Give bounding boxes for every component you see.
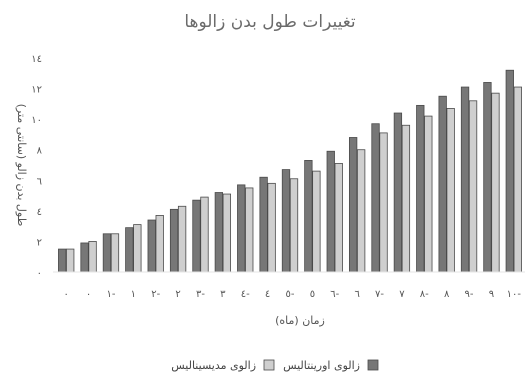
- bar-series-2: [468, 100, 478, 273]
- x-tick-label: ٥: [310, 289, 315, 300]
- bar-series-1: [371, 123, 380, 273]
- bar-series-1: [393, 112, 403, 273]
- bar-series-2: [245, 187, 254, 273]
- bar-series-2: [200, 196, 209, 273]
- bar-series-1: [483, 82, 492, 273]
- bar-series-1: [102, 233, 112, 273]
- bar-series-2: [222, 193, 232, 273]
- bar-series-1: [348, 137, 358, 273]
- legend-swatch-series-1: [367, 359, 379, 371]
- y-tick-label: ١٠: [31, 115, 42, 126]
- bar-series-1: [281, 169, 291, 273]
- bar-series-1: [326, 150, 335, 273]
- x-tick-label: ٩: [489, 289, 494, 300]
- legend-swatch-series-2: [263, 359, 275, 371]
- bar-series-2: [155, 215, 164, 273]
- bar-series-2: [133, 224, 142, 273]
- y-tick-label: ٠: [37, 268, 42, 279]
- bar-series-1: [237, 184, 246, 273]
- bar-series-2: [66, 248, 75, 273]
- x-tick-label: ٥-: [286, 289, 295, 300]
- bar-series-2: [491, 92, 500, 273]
- bar-series-1: [460, 86, 470, 273]
- x-tick-label: ١-: [106, 289, 115, 300]
- bar-series-1: [125, 227, 134, 273]
- x-tick-label: ٤-: [241, 289, 250, 300]
- x-axis-ticks: ٠ ٠ ١- ١ ٢- ٢ ٣- ٣ ٤- ٤ ٥- ٥ ٦- ٦ ٧- ٧ ٨- ٨ ٩- ٩ ١٠-: [64, 289, 522, 300]
- bar-series-2: [424, 115, 433, 273]
- y-tick-label: ٤: [37, 207, 42, 218]
- bar-series-1: [80, 242, 89, 273]
- x-tick-label: ١٠-: [507, 289, 522, 300]
- x-tick-label: ٤: [265, 289, 270, 300]
- bar-series-2: [312, 170, 321, 273]
- bar-series-2: [289, 178, 299, 273]
- legend-label-series-2: زالوی مدیسینالیس: [171, 359, 256, 372]
- bar-series-2: [267, 182, 276, 273]
- x-tick-label: ٢-: [151, 289, 160, 300]
- x-tick-label: ٧-: [375, 289, 384, 300]
- x-tick-label: ٦: [354, 289, 359, 300]
- bar-series-1: [304, 160, 313, 273]
- bar-series-1: [169, 208, 179, 273]
- chart-title: تغییرات طول بدن زالوها: [184, 12, 356, 32]
- y-axis-label: طول بدن زالو (سانتی متر): [15, 104, 28, 227]
- bar-series-2: [88, 241, 97, 273]
- bar-series-1: [147, 219, 156, 273]
- bar-series-2: [356, 149, 366, 273]
- x-tick-label: ٠: [64, 289, 69, 300]
- y-tick-label: ١٢: [31, 85, 42, 96]
- bar-series-2: [379, 132, 388, 273]
- x-tick-label: ٨: [444, 289, 450, 300]
- y-tick-label: ٢: [37, 237, 42, 248]
- bar-series-2: [446, 108, 455, 273]
- x-tick-label: ٩-: [465, 289, 474, 300]
- bars: [58, 69, 522, 273]
- bar-series-1: [259, 176, 268, 273]
- x-axis-label: زمان (ماه): [275, 314, 325, 327]
- y-tick-label: ٦: [37, 176, 42, 187]
- bar-series-2: [513, 86, 522, 273]
- bar-series-1: [58, 248, 67, 273]
- x-tick-label: ٧: [399, 289, 405, 300]
- bar-series-2: [110, 233, 120, 273]
- bar-series-2: [401, 124, 411, 273]
- legend: زالوی اورینتالیس زالوی مدیسینالیس: [171, 359, 379, 372]
- x-tick-label: ٦-: [330, 289, 339, 300]
- y-tick-label: ١٤: [31, 54, 42, 65]
- bar-series-1: [192, 199, 201, 273]
- bar-series-1: [214, 192, 224, 273]
- y-tick-label: ٨: [37, 146, 43, 157]
- y-axis-ticks: ٠ ٢ ٤ ٦ ٨ ١٠ ١٢ ١٤: [31, 54, 42, 279]
- bar-series-2: [334, 163, 343, 273]
- bar-series-2: [177, 205, 187, 273]
- bar-series-1: [438, 95, 447, 273]
- x-tick-label: ١: [131, 289, 136, 300]
- legend-label-series-1: زالوی اورینتالیس: [283, 359, 360, 372]
- x-tick-label: ٠: [86, 289, 91, 300]
- x-tick-label: ٨-: [420, 289, 429, 300]
- x-tick-label: ٣-: [196, 289, 205, 300]
- bar-series-1: [505, 69, 514, 273]
- x-tick-label: ٣: [220, 289, 226, 300]
- bar-series-1: [416, 104, 425, 273]
- x-tick-label: ٢: [175, 289, 180, 300]
